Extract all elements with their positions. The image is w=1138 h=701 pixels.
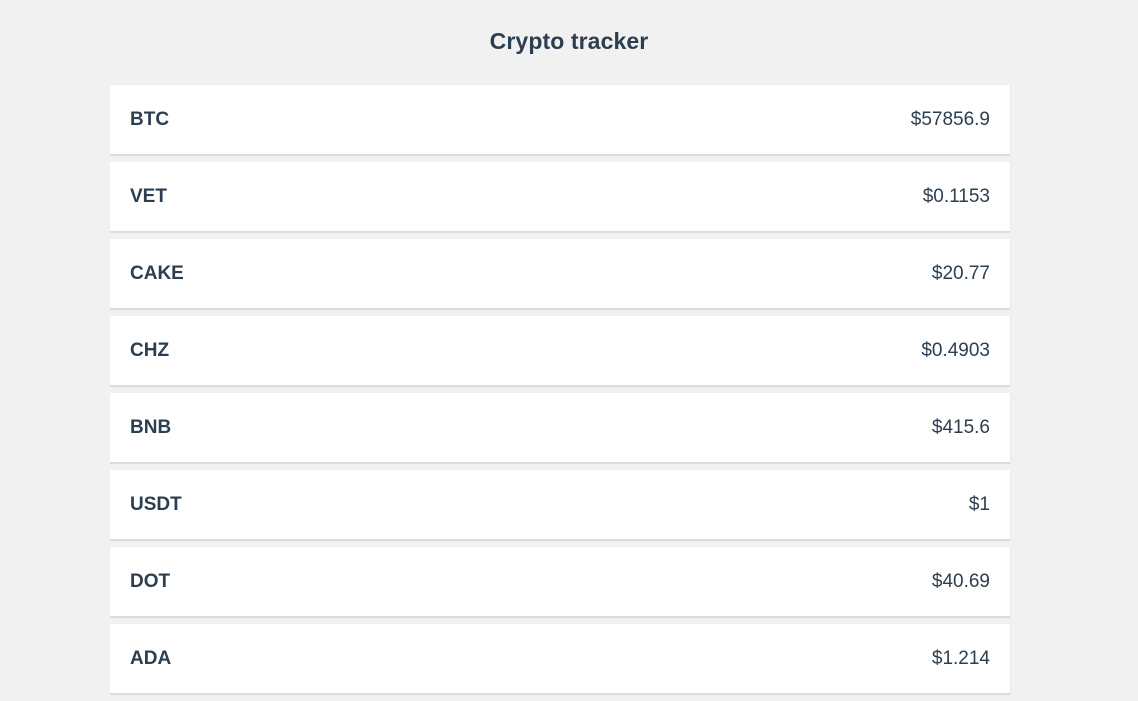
coin-row-bnb[interactable]: BNB $415.6 [110, 393, 1010, 464]
coin-symbol: CHZ [130, 339, 170, 361]
coin-price: $415.6 [931, 416, 990, 438]
coin-price: $0.4903 [921, 339, 990, 361]
coin-row-cake[interactable]: CAKE $20.77 [110, 239, 1010, 310]
coin-row-dot[interactable]: DOT $40.69 [110, 547, 1010, 618]
coin-symbol: BTC [130, 108, 170, 130]
coin-row-ada[interactable]: ADA $1.214 [110, 624, 1010, 695]
page-title: Crypto tracker [489, 28, 649, 54]
coin-symbol: ADA [130, 647, 172, 669]
coin-row-btc[interactable]: BTC $57856.9 [110, 85, 1010, 156]
coin-price: $20.77 [931, 262, 990, 284]
coin-symbol: BNB [130, 416, 172, 438]
coin-row-vet[interactable]: VET $0.1153 [110, 162, 1010, 233]
coin-row-usdt[interactable]: USDT $1 [110, 470, 1010, 541]
coin-price: $57856.9 [910, 108, 990, 130]
coin-price: $1 [968, 493, 990, 515]
coin-price: $0.1153 [922, 185, 990, 207]
coin-price: $40.69 [931, 570, 990, 592]
coin-list: BTC $57856.9 VET $0.1153 CAKE $20.77 CHZ… [110, 85, 1010, 701]
coin-symbol: VET [130, 185, 167, 207]
coin-price: $1.214 [931, 647, 990, 669]
coin-symbol: USDT [130, 493, 182, 515]
coin-symbol: DOT [130, 570, 171, 592]
coin-symbol: CAKE [130, 262, 184, 284]
coin-row-chz[interactable]: CHZ $0.4903 [110, 316, 1010, 387]
